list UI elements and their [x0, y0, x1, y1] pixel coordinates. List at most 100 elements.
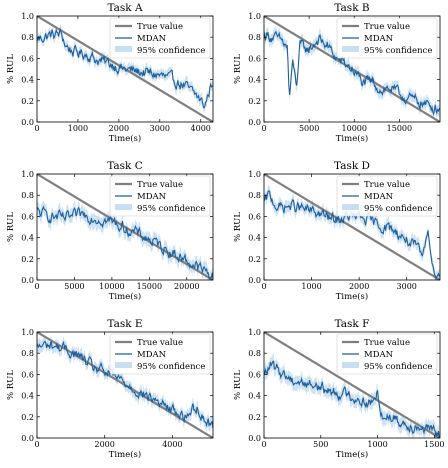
y-tick-label: 0.6 [248, 212, 261, 221]
y-tick-label: 1.0 [21, 328, 34, 337]
legend-confidence-label: 95% confidence [137, 46, 205, 56]
x-tick-label: 10000 [342, 124, 367, 133]
chart-title: Task F [335, 318, 370, 330]
x-tick-label: 0 [34, 282, 39, 291]
y-tick-label: 1.0 [248, 12, 261, 21]
series-confidence-band [264, 353, 440, 438]
y-axis-label: % RUL [233, 212, 243, 242]
y-tick-label: 1.0 [248, 328, 261, 337]
x-tick-label: 3000 [150, 124, 170, 133]
y-tick-label: 0.6 [21, 54, 34, 63]
legend-true-value-label: True value [137, 338, 183, 348]
legend-confidence-label: 95% confidence [137, 204, 205, 214]
legend-box [109, 333, 211, 375]
x-tick-label: 2000 [349, 282, 369, 291]
y-axis-label: % RUL [6, 212, 16, 242]
y-tick-label: 0.2 [21, 255, 34, 264]
axes-frame [263, 173, 441, 281]
x-tick-label: 0 [34, 440, 39, 449]
panel-a: 0 1000 2000 3000 4000 0.0 0.2 0.4 0.6 0.8 1.0 Task … [6, 2, 214, 144]
x-axis-label: Time(s) [109, 133, 141, 144]
legend-box [336, 333, 438, 375]
y-tick-label: 0.6 [21, 370, 34, 379]
y-tick-label: 0.8 [21, 191, 34, 200]
x-axis-label: Time(s) [109, 449, 141, 460]
legend-confidence-label: 95% confidence [137, 362, 205, 372]
x-tick-label: 15000 [387, 124, 412, 133]
legend: True value MDAN 95% confidence [336, 175, 438, 217]
x-tick-label: 0 [34, 124, 39, 133]
chart-title: Task E [107, 318, 142, 330]
y-axis-label: % RUL [233, 370, 243, 400]
plot-area [37, 174, 213, 280]
series-mdan-line [37, 27, 213, 109]
x-tick-label: 3000 [397, 282, 417, 291]
x-tick-label: 1000 [301, 282, 321, 291]
axes-frame [263, 15, 441, 123]
y-tick-label: 0.2 [21, 97, 34, 106]
y-axis-label: % RUL [6, 370, 16, 400]
y-tick-label: 0.2 [21, 413, 34, 422]
x-tick-label: 0 [261, 282, 266, 291]
y-tick-label: 0.2 [248, 413, 261, 422]
plot-area [37, 16, 213, 122]
legend-confidence-swatch [342, 46, 359, 52]
panel-b: 0 5000 10000 15000 0.0 0.2 0.4 0.6 0.8 1.0 Task B T… [233, 2, 441, 144]
legend-confidence-swatch [342, 362, 359, 368]
y-tick-label: 0.6 [248, 370, 261, 379]
y-tick-label: 1.0 [21, 12, 34, 21]
chart-title: Task D [334, 160, 370, 172]
x-tick-label: 2000 [95, 440, 115, 449]
legend-confidence-swatch [115, 362, 132, 368]
legend-confidence-label: 95% confidence [364, 204, 432, 214]
legend: True value MDAN 95% confidence [336, 17, 438, 59]
plot-area [264, 332, 440, 438]
y-axis-label: % RUL [6, 54, 16, 84]
y-tick-label: 0.8 [248, 33, 261, 42]
x-tick-label: 1500 [424, 440, 444, 449]
legend-true-value-label: True value [364, 338, 410, 348]
x-tick-label: 0 [261, 124, 266, 133]
legend-box [336, 175, 438, 217]
legend: True value MDAN 95% confidence [109, 333, 211, 375]
y-tick-label: 0.8 [21, 349, 34, 358]
y-tick-label: 0.0 [21, 434, 34, 443]
x-axis-label: Time(s) [336, 449, 368, 460]
legend-mdan-label: MDAN [364, 192, 394, 202]
legend-true-value-label: True value [137, 180, 183, 190]
y-tick-label: 0.2 [248, 255, 261, 264]
x-tick-label: 2000 [109, 124, 129, 133]
y-tick-label: 0.4 [248, 392, 261, 401]
y-tick-label: 0.8 [21, 33, 34, 42]
y-tick-label: 0.4 [248, 76, 261, 85]
y-tick-label: 0.4 [21, 234, 34, 243]
plot-area [264, 16, 440, 122]
panel-e: 0 2000 4000 0.0 0.2 0.4 0.6 0.8 1.0 Task E Time(s)… [6, 318, 214, 460]
axes-frame [36, 15, 214, 123]
y-tick-label: 0.0 [21, 276, 34, 285]
series-mdan-line [264, 360, 440, 438]
legend-true-value-label: True value [364, 180, 410, 190]
y-tick-label: 0.2 [248, 97, 261, 106]
legend-mdan-label: MDAN [137, 34, 167, 44]
legend-confidence-label: 95% confidence [364, 362, 432, 372]
x-tick-label: 500 [313, 440, 328, 449]
y-tick-label: 0.4 [21, 392, 34, 401]
plot-area [37, 332, 213, 438]
legend: True value MDAN 95% confidence [109, 17, 211, 59]
series-true-value-line [264, 332, 440, 438]
legend: True value MDAN 95% confidence [109, 175, 211, 217]
axes-frame [36, 173, 214, 281]
x-axis-label: Time(s) [336, 133, 368, 144]
x-tick-label: 4000 [162, 440, 182, 449]
x-tick-label: 5000 [299, 124, 319, 133]
x-tick-label: 15000 [137, 282, 162, 291]
legend: True value MDAN 95% confidence [336, 333, 438, 375]
x-tick-label: 1000 [68, 124, 88, 133]
y-tick-label: 1.0 [21, 170, 34, 179]
legend-confidence-swatch [115, 204, 132, 210]
chart-title: Task C [107, 160, 143, 172]
legend-confidence-swatch [115, 46, 132, 52]
legend-box [109, 175, 211, 217]
